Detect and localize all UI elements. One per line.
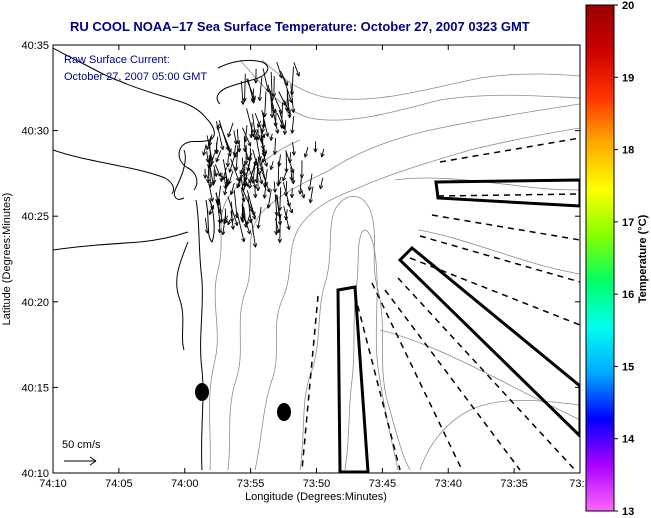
y-tick-label: 40:20 — [21, 297, 49, 309]
current-annotation-line2: October 27, 2007 05:00 GMT — [64, 71, 207, 83]
x-tick-label: 74:10 — [39, 478, 67, 490]
x-tick-label: 73:35 — [500, 478, 528, 490]
station-marker-2 — [277, 403, 291, 421]
colorbar-tick-label: 19 — [622, 72, 634, 84]
y-axis-label: Latitude (Degrees:Minutes) — [1, 193, 13, 326]
x-axis-label: Longitude (Degrees:Minutes) — [245, 491, 387, 503]
x-tick-label: 73:40 — [434, 478, 462, 490]
colorbar-tick-label: 20 — [622, 0, 634, 12]
scale-label: 50 cm/s — [62, 439, 101, 451]
x-tick-label: 73:3 — [569, 478, 590, 490]
colorbar-tick-label: 17 — [622, 217, 634, 229]
x-tick-label: 74:05 — [105, 478, 133, 490]
y-tick-label: 40:15 — [21, 382, 49, 394]
sector-lines — [301, 137, 580, 471]
colorbar-label: Temperature (°C) — [637, 214, 649, 303]
x-tick-label: 73:50 — [303, 478, 331, 490]
colorbar: 20 19 18 17 16 15 14 13 Temperature (°C) — [585, 0, 649, 518]
colorbar-tick-label: 13 — [622, 506, 634, 518]
x-tick-label: 73:45 — [369, 478, 397, 490]
map-title: RU COOL NOAA–17 Sea Surface Temperature:… — [70, 19, 530, 34]
plot-area: 50 cm/s Raw Surface Current: October 27,… — [53, 45, 580, 473]
axis-ticks — [52, 44, 581, 474]
colorbar-tick-label: 18 — [622, 145, 634, 157]
colorbar-tick-label: 16 — [622, 289, 634, 301]
sector-boxes — [336, 178, 580, 473]
current-annotation-line1: Raw Surface Current: — [64, 54, 170, 66]
station-marker-1 — [195, 383, 209, 401]
y-tick-label: 40:10 — [21, 468, 49, 480]
bathymetry-contours — [209, 59, 580, 471]
colorbar-swatch — [585, 4, 615, 512]
colorbar-tick-label: 15 — [622, 361, 634, 373]
surface-current-vectors — [202, 62, 325, 248]
x-tick-label: 74:00 — [171, 478, 199, 490]
x-tick-labels: 74:10 74:05 74:00 73:55 73:50 73:45 73:40 73:35… — [39, 478, 590, 490]
coastline — [53, 47, 269, 471]
y-tick-label: 40:25 — [21, 211, 49, 223]
colorbar-tick-label: 14 — [622, 434, 635, 446]
scale-arrow — [64, 456, 97, 466]
y-tick-label: 40:30 — [21, 126, 49, 138]
y-tick-labels: 40:35 40:30 40:25 40:20 40:15 40:10 — [21, 40, 49, 480]
y-tick-label: 40:35 — [21, 40, 49, 52]
x-tick-label: 73:55 — [237, 478, 265, 490]
colorbar-ticks: 20 19 18 17 16 15 14 13 — [614, 0, 635, 518]
